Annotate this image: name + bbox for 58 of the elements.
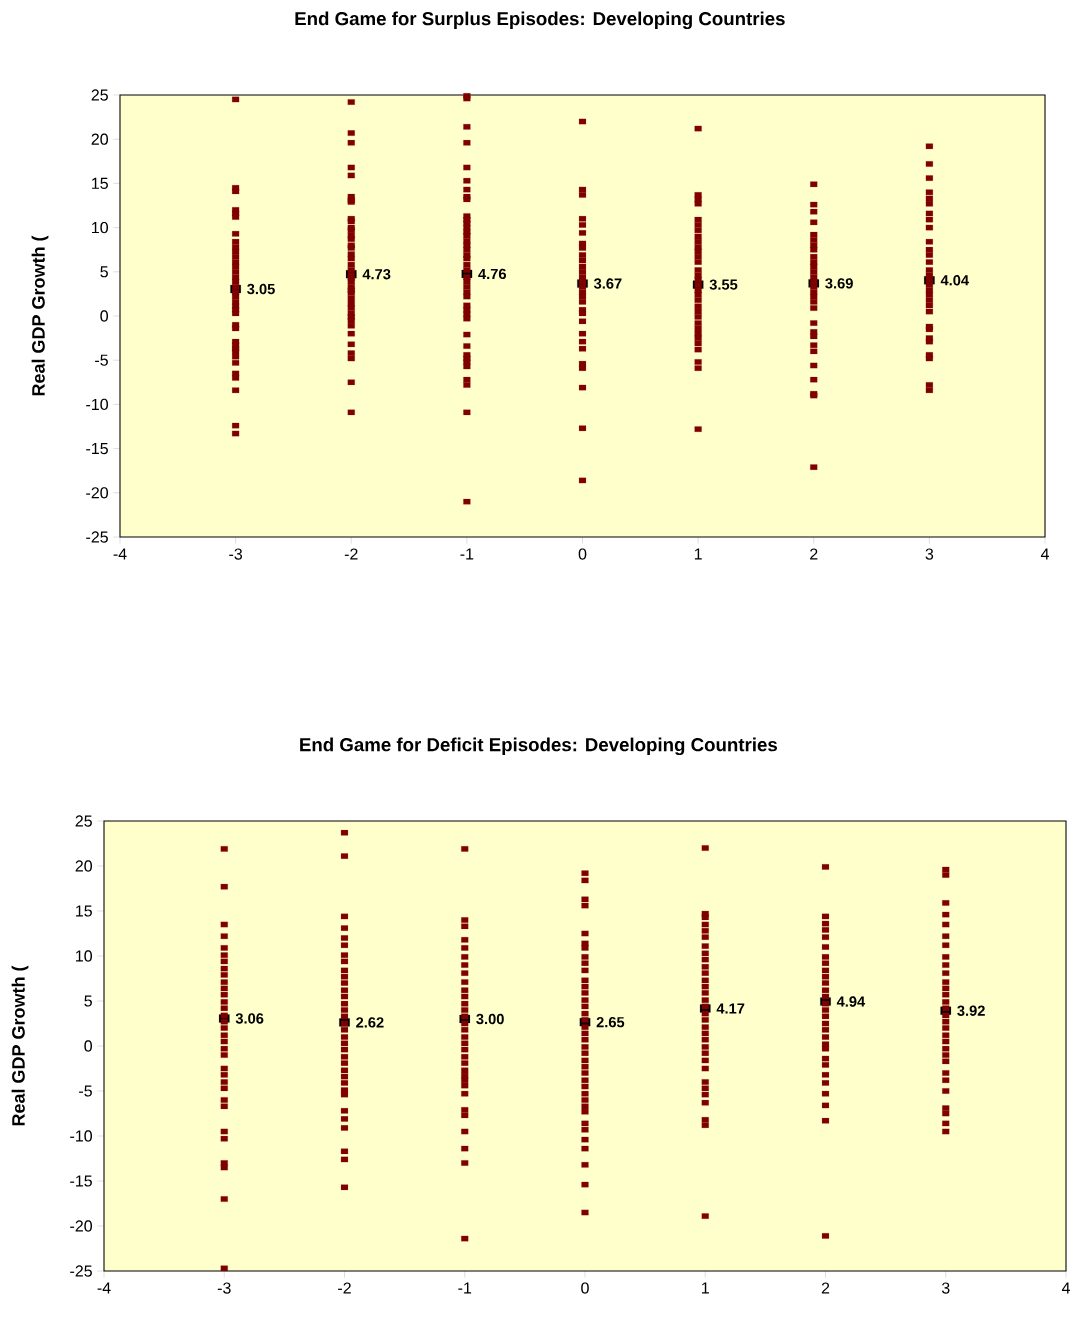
data-label: 4.73 [362, 269, 391, 280]
y-tick-label: -20 [86, 487, 108, 499]
y-tick-label: 0 [100, 310, 109, 322]
y-tick-label: 20 [91, 133, 108, 145]
data-label: 3.67 [593, 278, 622, 289]
data-label: 4.17 [716, 1003, 745, 1014]
y-tick-label: -25 [86, 531, 108, 543]
y-tick-label: 5 [100, 266, 108, 278]
x-tick-label: 1 [702, 1282, 709, 1294]
chart-title: End Game for Deficit Episodes: Developing Countries [300, 737, 777, 756]
y-axis-title: Real GDP Growth ( [11, 965, 29, 1126]
chart-title: End Game for Surplus Episodes: Developing Countries [295, 11, 785, 30]
y-tick-label: -15 [70, 1175, 92, 1187]
x-tick-label: 0 [581, 1282, 589, 1294]
x-tick-label: -1 [458, 1282, 472, 1294]
data-label: 4.04 [940, 275, 969, 286]
data-label: 3.92 [957, 1005, 985, 1016]
x-tick-label: -1 [460, 548, 474, 560]
x-tick-label: 2 [810, 548, 818, 560]
x-tick-label: 4 [1040, 548, 1049, 560]
y-tick-label: 15 [76, 905, 92, 917]
data-label: 3.00 [476, 1013, 504, 1025]
data-label: 2.62 [356, 1017, 384, 1028]
x-tick-label: -3 [217, 1282, 231, 1294]
x-tick-label: 0 [578, 548, 587, 560]
data-label: 3.55 [709, 279, 738, 290]
y-tick-label: 15 [92, 177, 108, 189]
y-tick-label: 25 [91, 89, 108, 101]
data-label: 4.94 [836, 996, 866, 1007]
data-label: 3.06 [235, 1013, 264, 1024]
x-tick-label: -2 [344, 548, 358, 560]
y-tick-label: 10 [76, 950, 92, 962]
y-tick-label: 0 [84, 1040, 93, 1052]
x-tick-label: 2 [821, 1282, 830, 1294]
y-tick-label: -15 [86, 443, 108, 455]
data-label: 2.65 [596, 1016, 625, 1028]
y-tick-label: -5 [95, 354, 108, 366]
x-tick-label: -4 [113, 548, 127, 560]
y-tick-label: -10 [86, 398, 108, 411]
y-tick-label: 20 [75, 860, 92, 872]
x-tick-label: 1 [694, 548, 702, 560]
data-label: 3.05 [247, 283, 275, 295]
y-tick-label: 5 [84, 995, 92, 1007]
x-tick-label: -4 [97, 1282, 111, 1294]
y-tick-label: 25 [75, 815, 92, 827]
data-label: 4.76 [478, 268, 507, 280]
x-tick-label: 4 [1061, 1282, 1070, 1294]
data-label: 3.69 [825, 278, 853, 289]
x-tick-label: 3 [925, 548, 934, 560]
y-axis-title: Real GDP Growth ( [31, 235, 49, 396]
y-tick-label: -25 [70, 1265, 92, 1277]
y-tick-label: -5 [79, 1085, 92, 1097]
y-tick-label: -20 [70, 1220, 92, 1232]
y-tick-label: 10 [92, 221, 108, 234]
y-tick-label: -10 [70, 1130, 92, 1142]
x-tick-label: 3 [941, 1282, 950, 1294]
x-tick-label: -2 [338, 1282, 351, 1294]
x-tick-label: -3 [229, 548, 243, 560]
